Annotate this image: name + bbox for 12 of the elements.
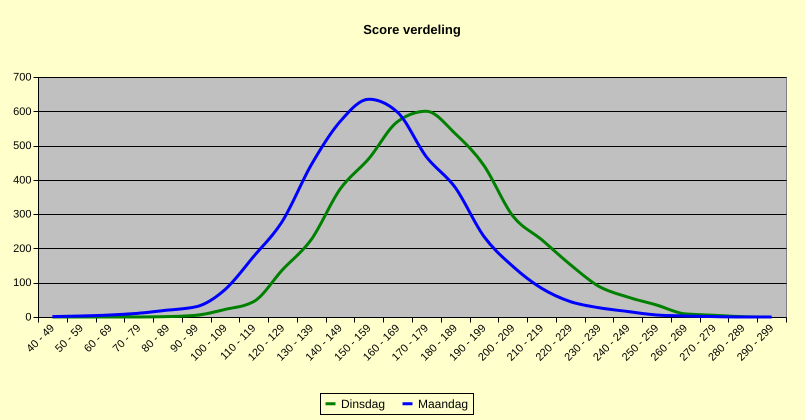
legend-label: Dinsdag xyxy=(341,396,386,411)
y-tick-label: 100 xyxy=(13,277,32,290)
y-tick-label: 300 xyxy=(13,208,32,221)
chart-title: Score verdeling xyxy=(363,22,461,37)
y-tick-label: 400 xyxy=(13,174,32,186)
x-tick-label: 50 - 59 xyxy=(53,322,86,355)
legend-label: Maandag xyxy=(418,396,468,411)
y-tick-label: 700 xyxy=(13,72,32,84)
y-tick-label: 500 xyxy=(13,140,32,152)
y-tick-label: 0 xyxy=(25,312,32,324)
y-tick-label: 200 xyxy=(13,242,32,255)
y-tick-label: 600 xyxy=(13,106,32,118)
